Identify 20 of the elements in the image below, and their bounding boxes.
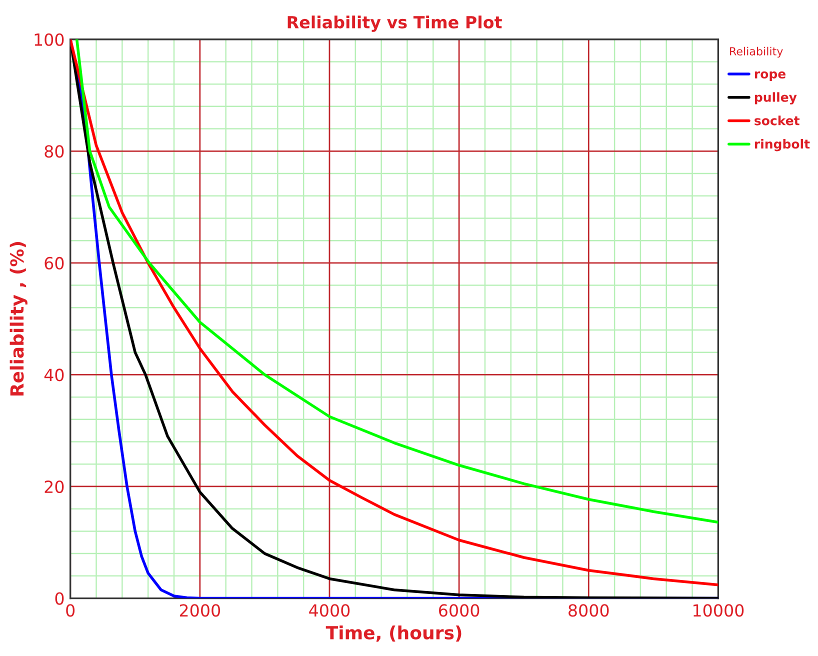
x-tick-label: 10000 — [694, 604, 744, 617]
y-tick-label: 60 — [44, 256, 64, 270]
y-tick-label: 0 — [55, 592, 64, 605]
legend-label: ringbolt — [754, 139, 810, 152]
y-tick-label: 20 — [44, 480, 64, 494]
x-tick-label: 0 — [66, 604, 75, 617]
legend-label: pulley — [754, 92, 797, 104]
x-axis-title: Time, (hours) — [326, 626, 462, 642]
y-tick-label: 80 — [44, 145, 64, 158]
y-tick-label: 40 — [44, 368, 64, 382]
x-tick-label: 8000 — [568, 604, 609, 617]
legend-title: Reliability — [730, 46, 783, 58]
chart-title: Reliability vs Time Plot — [288, 16, 502, 32]
legend-label: socket — [754, 116, 800, 126]
y-axis-title: Reliability , (%) — [10, 242, 28, 396]
x-tick-label: 2000 — [180, 604, 220, 617]
legend-label: rope — [754, 71, 786, 81]
y-tick-label: 100 — [34, 33, 64, 46]
x-tick-label: 4000 — [309, 604, 350, 617]
x-tick-label: 6000 — [439, 604, 480, 617]
